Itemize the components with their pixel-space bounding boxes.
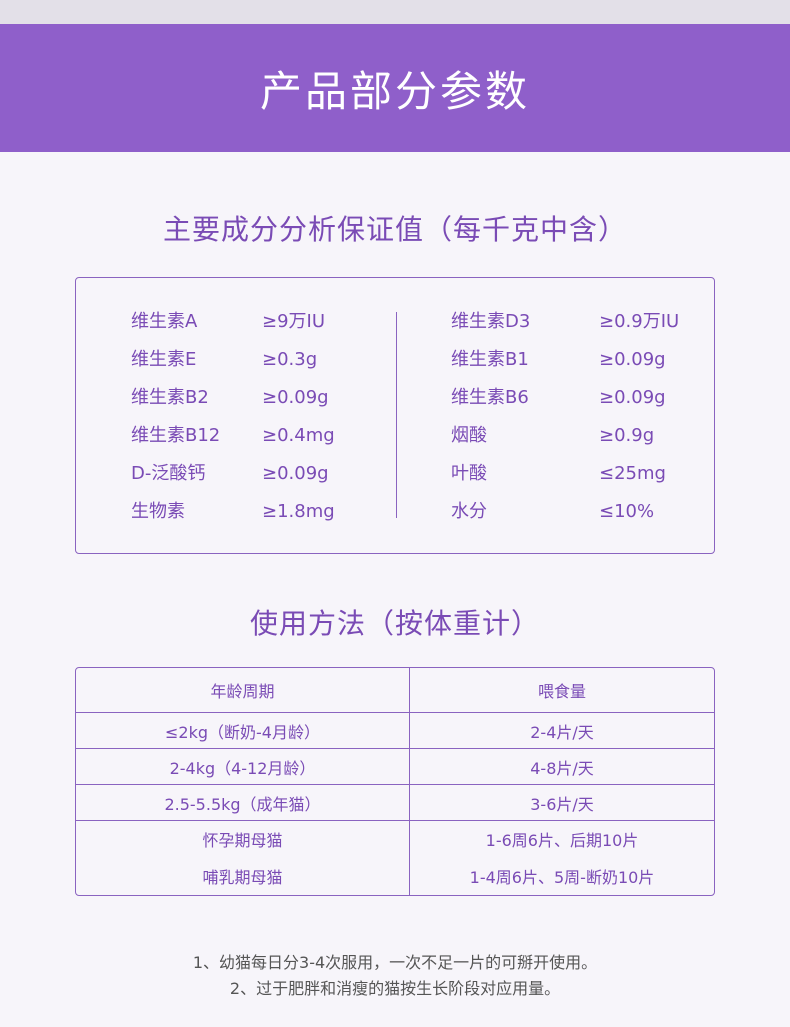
page-title: 产品部分参数: [259, 66, 530, 116]
param-value: ≥0.9g: [599, 425, 655, 446]
table-cell: 怀孕期母猫: [76, 821, 410, 857]
table-row: 怀孕期母猫 1-6周6片、后期10片: [76, 821, 714, 857]
table-row: ≤2kg（断奶-4月龄） 2-4片/天: [76, 713, 714, 749]
table-cell: 2-4片/天: [410, 713, 714, 749]
table-row: 2.5-5.5kg（成年猫） 3-6片/天: [76, 785, 714, 821]
ingredients-title: 主要成分分析保证值（每千克中含）: [162, 213, 627, 246]
usage-notes: 1、幼猫每日分3-4次服用，一次不足一片的可掰开使用。 2、过于肥胖和消瘦的猫按…: [0, 950, 790, 1002]
param-value: ≥9万IU: [262, 311, 326, 332]
param-name: 维生素A: [131, 311, 198, 332]
column-divider: [396, 312, 397, 518]
param-value: ≥0.09g: [262, 387, 329, 408]
param-name: 烟酸: [451, 425, 487, 446]
column-header-dosage: 喂食量: [410, 668, 714, 713]
param-value: ≥1.8mg: [262, 501, 335, 522]
table-header-row: 年龄周期 喂食量: [76, 668, 714, 713]
param-name: 水分: [451, 501, 487, 522]
param-value: ≥0.09g: [599, 387, 666, 408]
table-cell: 3-6片/天: [410, 785, 714, 821]
param-name: 维生素E: [131, 349, 197, 370]
table-cell: 2-4kg（4-12月龄）: [76, 749, 410, 785]
table-cell: 2.5-5.5kg（成年猫）: [76, 785, 410, 821]
param-value: ≤25mg: [599, 463, 666, 484]
param-name: 维生素B1: [451, 349, 529, 370]
table-cell: 1-4周6片、5周-断奶10片: [469, 868, 655, 887]
param-value: ≤10%: [599, 501, 655, 522]
param-value: ≥0.9万IU: [599, 311, 680, 332]
param-value: ≥0.09g: [599, 349, 666, 370]
table-row: 2-4kg（4-12月龄） 4-8片/天: [76, 749, 714, 785]
param-name: 生物素: [131, 501, 185, 522]
param-name: 维生素B12: [131, 425, 221, 446]
param-name: 维生素B6: [451, 387, 529, 408]
param-value: ≥0.09g: [262, 463, 329, 484]
header-banner: 产品部分参数: [0, 24, 790, 152]
usage-title: 使用方法（按体重计）: [249, 607, 540, 640]
param-name: 维生素D3: [451, 311, 531, 332]
param-name: 叶酸: [451, 463, 487, 484]
table-cell: 4-8片/天: [410, 749, 714, 785]
param-name: 维生素B2: [131, 387, 209, 408]
param-value: ≥0.4mg: [262, 425, 335, 446]
usage-table: 年龄周期 喂食量 ≤2kg（断奶-4月龄） 2-4片/天 2-4kg（4-12月…: [75, 667, 715, 896]
table-row: 哺乳期母猫 1-4周6片、5周-断奶10片: [76, 857, 714, 895]
note-line: 1、幼猫每日分3-4次服用，一次不足一片的可掰开使用。: [192, 953, 598, 972]
table-cell: 哺乳期母猫: [76, 857, 410, 895]
note-line: 2、过于肥胖和消瘦的猫按生长阶段对应用量。: [229, 979, 561, 998]
column-header-age: 年龄周期: [76, 668, 410, 713]
table-cell: ≤2kg（断奶-4月龄）: [76, 713, 410, 749]
param-value: ≥0.3g: [262, 349, 318, 370]
param-name: D-泛酸钙: [131, 463, 206, 484]
table-cell: 1-6周6片、后期10片: [485, 831, 639, 850]
ingredients-panel: 维生素A ≥9万IU 维生素E ≥0.3g 维生素B2 ≥0.09g 维生素B1…: [75, 277, 715, 554]
top-strip: [0, 0, 790, 24]
